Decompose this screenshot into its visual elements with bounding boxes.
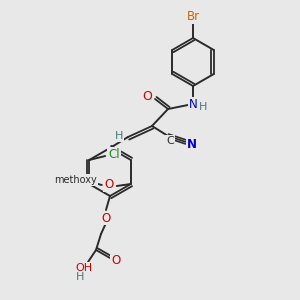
Text: N: N	[187, 137, 197, 151]
Text: O: O	[101, 212, 111, 224]
Text: O: O	[104, 178, 113, 191]
Text: O: O	[142, 91, 152, 103]
Text: methoxy: methoxy	[54, 175, 97, 185]
Text: OH: OH	[75, 263, 93, 273]
Text: N: N	[189, 98, 197, 110]
Text: Br: Br	[186, 11, 200, 23]
Text: C: C	[166, 136, 174, 146]
Text: H: H	[76, 272, 84, 282]
Text: H: H	[115, 131, 123, 141]
Text: H: H	[199, 102, 207, 112]
Text: O: O	[111, 254, 121, 266]
Text: Cl: Cl	[108, 148, 120, 160]
